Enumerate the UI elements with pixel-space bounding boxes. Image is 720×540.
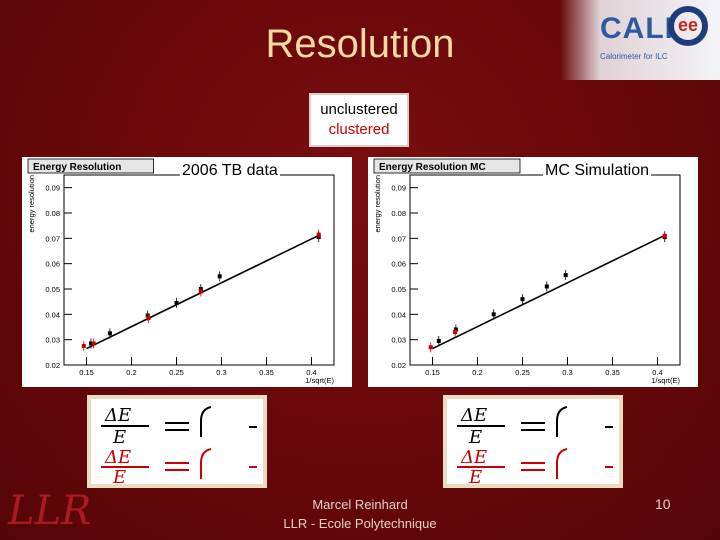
formula-clustered-mc: ΔE E: [457, 447, 613, 488]
y-tick-label: 0.07: [391, 234, 406, 243]
y-tick-label: 0.06: [45, 260, 60, 269]
svg-text:E: E: [468, 467, 482, 484]
plot-mc-simulation: Energy Resolution MC 0.02 0.03 0.04 0.05 0.06…: [368, 157, 698, 387]
data-point: [563, 273, 568, 278]
svg-text:ΔE: ΔE: [460, 405, 487, 426]
formula-image-tb: ΔE E ΔE E: [101, 405, 257, 488]
chart-title: Energy Resolution MC: [379, 162, 486, 173]
plot-frame: [409, 174, 681, 366]
data-point: [91, 341, 96, 346]
y-tick-label: 0.06: [391, 260, 406, 269]
data-point: [436, 338, 441, 343]
formula-unclustered: ΔE E: [101, 405, 257, 448]
y-tick-label: 0.08: [391, 209, 406, 218]
data-point: [520, 297, 525, 302]
y-tick-label: 0.04: [391, 310, 406, 319]
slide-title: Resolution: [265, 22, 455, 66]
legend-box: unclustered clustered: [309, 93, 409, 147]
data-point: [198, 289, 203, 294]
y-tick-label: 0.02: [45, 361, 60, 370]
x-axis-label: 1/sqrt(E): [651, 376, 680, 385]
formula-box-tb: ΔE E ΔE E: [87, 395, 267, 488]
data-point: [428, 345, 433, 350]
chart-title-box: [373, 158, 521, 174]
author-affiliation: LLR - Ecole Polytechnique: [283, 516, 437, 531]
legend-unclustered: unclustered: [320, 101, 398, 118]
x-tick-label: 0.25: [515, 368, 530, 377]
fit-line: [432, 233, 667, 350]
y-tick-label: 0.05: [45, 285, 60, 294]
data-point: [145, 313, 150, 318]
data-point: [146, 316, 151, 321]
plot-tb-data: Energy Resolution 0.02 0.03 0.04 0.05 0.06 0.0…: [22, 157, 352, 387]
y-axis-label: energy resolution: [373, 175, 382, 233]
author-name: Marcel Reinhard: [312, 497, 408, 512]
llr-logo: LLR: [8, 488, 91, 534]
svg-text:E: E: [468, 427, 482, 448]
x-tick-label: 0.4: [306, 368, 316, 377]
logo-subtitle: Calorimeter for ILC: [600, 52, 668, 61]
data-point: [107, 331, 112, 336]
logo-ee: ee: [678, 15, 699, 35]
svg-text:ΔE: ΔE: [104, 405, 131, 426]
y-tick-label: 0.03: [45, 336, 60, 345]
x-tick-label: 0.2: [126, 368, 136, 377]
data-point: [217, 274, 222, 279]
chart-title-box: [27, 158, 154, 174]
formula-clustered: ΔE E: [101, 447, 257, 488]
x-tick-label: 0.3: [562, 368, 572, 377]
y-tick-label: 0.02: [391, 361, 406, 370]
plot-frame: [63, 174, 335, 366]
data-point: [174, 300, 179, 305]
svg-text:E: E: [112, 427, 126, 448]
logo-ring-icon: [668, 6, 708, 46]
data-point: [544, 284, 549, 289]
page-number: 10: [655, 496, 671, 512]
data-point: [453, 330, 457, 335]
data-point: [662, 233, 667, 238]
y-tick-label: 0.03: [391, 336, 406, 345]
x-tick-label: 0.2: [472, 368, 482, 377]
data-point: [89, 341, 93, 346]
x-tick-label: 0.35: [605, 368, 620, 377]
formula-unclustered-mc: ΔE E: [457, 405, 613, 448]
y-axis-label: energy resolution: [27, 175, 36, 233]
formula-box-mc: ΔE E ΔE E: [443, 395, 623, 488]
author-block: Marcel Reinhard LLR - Ecole Polytechniqu…: [250, 495, 470, 533]
legend-clustered: clustered: [328, 121, 390, 138]
y-tick-label: 0.09: [45, 184, 60, 193]
data-point: [316, 232, 321, 237]
fit-line: [86, 233, 321, 350]
plot-label-tb-data: 2006 TB data: [180, 162, 280, 180]
y-tick-label: 0.08: [45, 209, 60, 218]
chart-mc-simulation: Energy Resolution MC 0.02 0.03 0.04 0.05 0.06…: [373, 158, 681, 385]
data-point: [491, 312, 496, 317]
svg-text:ΔE: ΔE: [460, 447, 487, 468]
formula-image-mc: ΔE E ΔE E: [457, 405, 613, 488]
x-tick-label: 0.4: [652, 368, 662, 377]
y-tick-label: 0.07: [45, 234, 60, 243]
chart-tb-data: Energy Resolution 0.02 0.03 0.04 0.05 0.06 0.0…: [27, 158, 335, 385]
y-tick-label: 0.09: [391, 184, 406, 193]
x-tick-label: 0.25: [169, 368, 184, 377]
y-tick-label: 0.05: [391, 285, 406, 294]
svg-text:ΔE: ΔE: [104, 447, 131, 468]
plot-label-mc: MC Simulation: [543, 162, 652, 180]
calice-logo: CALI ee Calorimeter for ILC: [560, 0, 720, 80]
llr-logo-text: LLR: [8, 488, 92, 534]
x-tick-label: 0.3: [216, 368, 226, 377]
logo-text: CALI: [600, 12, 674, 45]
data-point: [81, 344, 86, 348]
data-point: [453, 327, 458, 332]
x-axis-label: 1/sqrt(E): [305, 376, 334, 385]
chart-title: Energy Resolution: [33, 162, 121, 173]
x-tick-label: 0.15: [425, 368, 440, 377]
svg-text:E: E: [112, 467, 126, 484]
y-tick-label: 0.04: [45, 310, 60, 319]
x-tick-label: 0.35: [259, 368, 274, 377]
x-tick-label: 0.15: [79, 368, 94, 377]
